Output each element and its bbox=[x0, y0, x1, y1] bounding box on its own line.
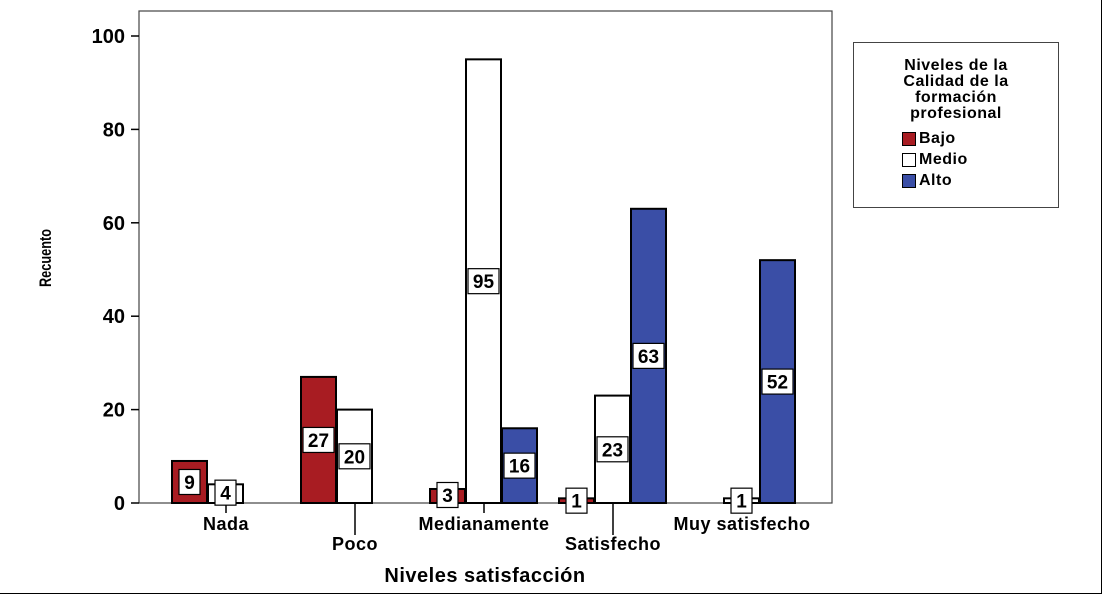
data-label-box bbox=[596, 436, 629, 463]
legend-label-bajo: Bajo bbox=[919, 129, 956, 147]
x-tick-label: Nada bbox=[203, 514, 250, 534]
data-label-box bbox=[503, 452, 536, 479]
y-tick-label: 60 bbox=[103, 213, 125, 235]
data-label-box bbox=[565, 487, 588, 514]
data-label: 9 bbox=[184, 473, 195, 494]
data-label: 63 bbox=[638, 347, 659, 368]
data-label: 27 bbox=[308, 431, 329, 452]
legend-item-alto: Alto bbox=[902, 170, 1058, 191]
x-axis-label: Niveles satisfacción bbox=[384, 565, 585, 587]
legend-swatch-bajo bbox=[902, 131, 916, 146]
data-label-box bbox=[761, 368, 794, 395]
legend-item-bajo: Bajo bbox=[902, 128, 1058, 149]
data-label: 16 bbox=[509, 457, 530, 478]
legend-title-line: profesional bbox=[910, 105, 1002, 122]
data-label: 52 bbox=[767, 373, 788, 394]
y-axis-label: Recuento bbox=[36, 229, 55, 287]
y-tick-label: 100 bbox=[92, 26, 125, 48]
y-tick-label: 0 bbox=[114, 493, 125, 515]
data-label: 1 bbox=[571, 492, 582, 513]
data-label-box bbox=[730, 487, 753, 514]
legend-title-line: Calidad de la bbox=[903, 73, 1009, 90]
data-label-box bbox=[214, 479, 237, 506]
legend-label-alto: Alto bbox=[919, 171, 953, 189]
data-label-box bbox=[338, 443, 371, 470]
legend-swatch-medio bbox=[902, 152, 916, 167]
legend-title: Niveles de la Calidad de la formación pr… bbox=[854, 58, 1058, 122]
data-label: 3 bbox=[442, 486, 453, 507]
legend-label-medio: Medio bbox=[919, 150, 968, 168]
data-label: 4 bbox=[220, 484, 231, 505]
data-label-box bbox=[436, 481, 459, 509]
data-label: 20 bbox=[344, 447, 365, 468]
legend-item-medio: Medio bbox=[902, 149, 1058, 170]
y-tick-label: 40 bbox=[103, 306, 125, 328]
legend-swatch-alto bbox=[902, 173, 916, 188]
legend: Niveles de la Calidad de la formación pr… bbox=[853, 42, 1059, 208]
x-tick-label: Muy satisfecho bbox=[673, 514, 810, 534]
data-label: 23 bbox=[602, 440, 623, 461]
x-tick-label: Poco bbox=[332, 534, 378, 554]
data-label: 95 bbox=[473, 272, 495, 293]
data-label: 1 bbox=[736, 492, 747, 513]
x-tick-label: Satisfecho bbox=[565, 534, 661, 554]
legend-title-line: formación bbox=[915, 89, 997, 106]
x-tick-label: Medianamente bbox=[418, 514, 549, 534]
data-label-box bbox=[632, 342, 665, 369]
data-label-box bbox=[467, 268, 500, 295]
data-label-box bbox=[302, 426, 335, 454]
data-label-box bbox=[178, 468, 201, 496]
legend-title-line: Niveles de la bbox=[904, 57, 1008, 74]
y-tick-label: 20 bbox=[103, 400, 125, 422]
y-tick-label: 80 bbox=[103, 119, 125, 141]
